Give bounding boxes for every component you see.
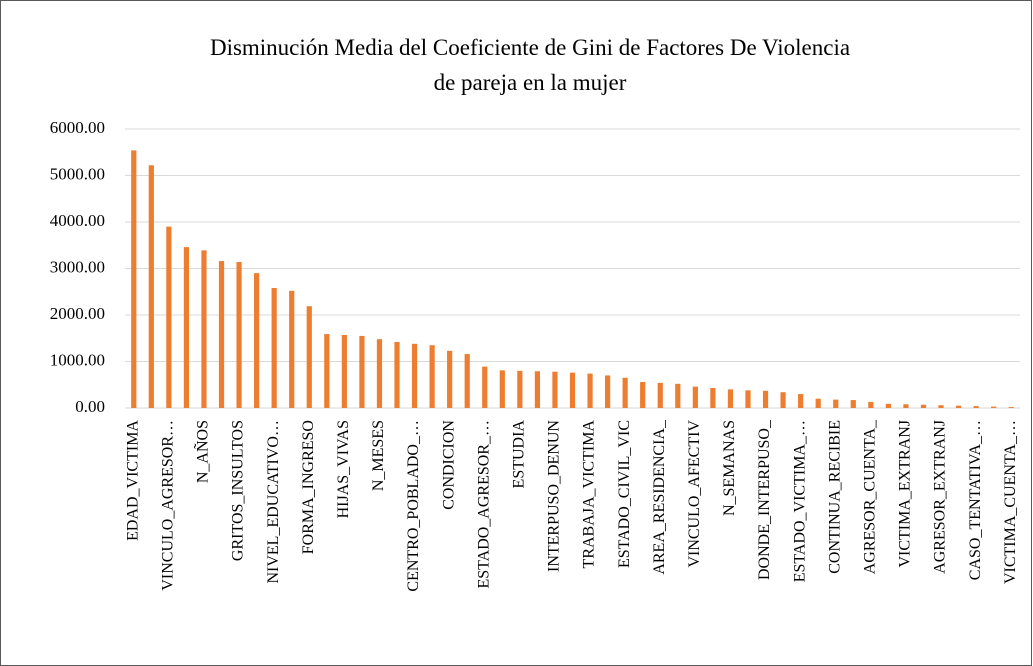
bar <box>376 339 383 408</box>
bar <box>920 404 927 408</box>
bar <box>798 394 804 408</box>
bar <box>622 377 628 408</box>
bar <box>324 334 330 408</box>
bar <box>675 383 681 408</box>
x-tick-label: CASO_TENTATIVA_… <box>967 420 984 580</box>
x-tick-label: CONDICION <box>440 420 457 510</box>
x-tick-label: AGRESOR_EXTRANJ <box>932 420 949 574</box>
x-tick-label: VINCULO_AFECTIV <box>686 420 703 568</box>
y-tick-label: 5000.00 <box>50 164 105 183</box>
y-tick-label: 0.00 <box>75 397 105 416</box>
x-tick-label: FORMA_INGRESO <box>300 420 317 554</box>
bar <box>1008 407 1014 408</box>
bar <box>692 386 698 408</box>
x-tick-label: AREA_RESIDENCIA_ <box>651 419 668 575</box>
bar <box>973 406 979 408</box>
bar <box>148 165 154 408</box>
y-tick-label: 4000.00 <box>50 211 105 230</box>
bar <box>394 341 400 408</box>
x-tick-label: CENTRO_POBLADO_… <box>405 420 422 592</box>
x-tick-label: N_AÑOS <box>194 420 212 483</box>
bar <box>938 405 944 408</box>
y-tick-label: 1000.00 <box>50 350 105 369</box>
bar <box>604 375 611 408</box>
y-tick-label: 6000.00 <box>50 118 105 137</box>
bar <box>499 370 505 408</box>
bar <box>183 247 190 408</box>
x-tick-label: HIJAS_VIVAS <box>335 420 352 518</box>
bar <box>815 398 821 408</box>
bar <box>903 404 909 408</box>
bar <box>271 288 277 408</box>
bar <box>201 250 207 408</box>
x-tick-label: AGRESOR_CUENTA_ <box>862 419 879 574</box>
x-tick-label: DONDE_INTERPUSO_ <box>756 419 773 580</box>
x-tick-label: GRITOS_INSULTOS <box>230 420 247 561</box>
bar <box>885 403 891 408</box>
y-tick-label: 3000.00 <box>50 257 105 276</box>
bar <box>762 390 769 408</box>
bar <box>868 401 874 408</box>
x-tick-label: VICTIMA_CUENTA_… <box>1002 420 1019 584</box>
bar <box>745 390 751 408</box>
bar <box>640 381 646 408</box>
x-tick-label: N_SEMANAS <box>721 420 738 516</box>
bar <box>306 306 312 408</box>
x-tick-label: ESTADO_AGRESOR_… <box>475 420 492 589</box>
chart-title: de pareja en la mujer <box>434 70 627 95</box>
bar <box>780 392 786 408</box>
x-tick-label: ESTUDIA <box>511 420 528 489</box>
x-tick-label: N_MESES <box>370 420 387 491</box>
bar <box>991 406 997 408</box>
bar <box>552 371 558 408</box>
x-tick-label: INTERPUSO_DENUN <box>546 420 563 572</box>
bar <box>850 400 856 408</box>
bar <box>517 370 523 408</box>
bar <box>429 345 435 408</box>
bar <box>955 405 962 408</box>
x-tick-label: VICTIMA_EXTRANJ <box>897 420 914 568</box>
bar <box>254 273 260 408</box>
bar <box>447 350 453 408</box>
bar <box>359 335 365 408</box>
bar <box>569 372 576 408</box>
x-tick-label: ESTADO_CIVIL_VIC <box>616 420 633 568</box>
y-tick-label: 2000.00 <box>50 304 105 323</box>
x-tick-label: CONTINUA_RECIBIE <box>826 420 843 574</box>
x-tick-label: ESTADO_VICTIMA_… <box>791 420 808 582</box>
bar <box>657 382 663 408</box>
bar <box>464 354 470 408</box>
bar <box>727 389 734 408</box>
bar <box>289 290 295 408</box>
x-tick-label: EDAD_VICTIMA <box>124 420 141 541</box>
bar <box>218 261 225 408</box>
x-tick-label: TRABAJA_VICTIMA <box>581 420 598 569</box>
bar <box>166 226 172 408</box>
bar <box>587 373 593 408</box>
bar <box>833 399 839 408</box>
bar <box>710 388 716 408</box>
x-tick-label: NIVEL_EDUCATIVO… <box>265 420 282 584</box>
chart-title: Disminución Media del Coeficiente de Gin… <box>210 35 850 60</box>
bar <box>131 150 137 408</box>
bar <box>482 366 488 408</box>
bar <box>341 334 347 408</box>
bar <box>236 261 242 408</box>
x-tick-label: VINCULO_AGRESOR… <box>160 420 177 591</box>
bar <box>411 343 418 408</box>
bar <box>534 371 541 408</box>
